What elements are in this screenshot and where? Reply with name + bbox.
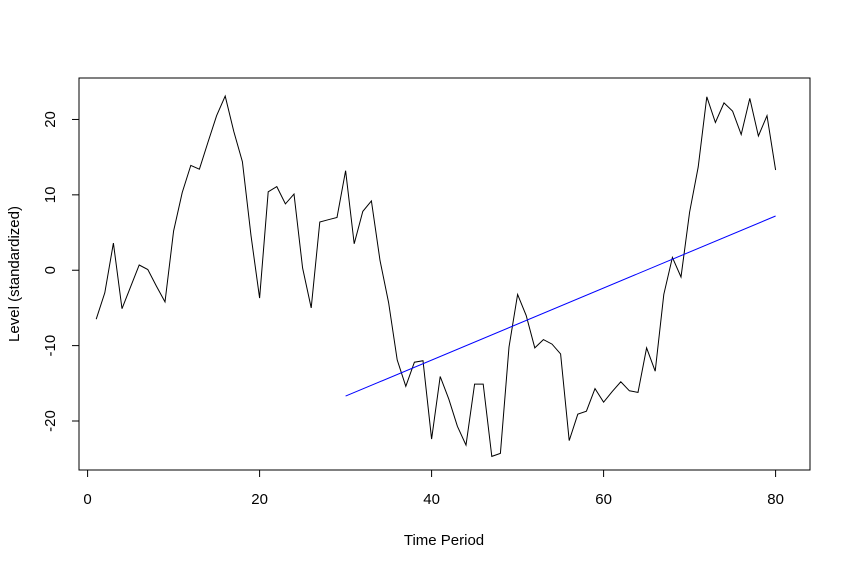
series-line-2: [345, 215, 776, 397]
plot-frame: [78, 77, 811, 471]
series-layer: [95, 94, 777, 458]
y-tick-label: 10: [42, 187, 59, 204]
x-axis: 0 20 40 60 80: [83, 469, 784, 508]
series-line-1: [95, 94, 777, 458]
y-tick-label: 20: [42, 111, 59, 128]
x-tick-label: 60: [595, 491, 612, 508]
y-tick-label: 0: [42, 266, 59, 274]
y-tick-label: -20: [42, 410, 59, 432]
y-axis-label: Level (standardized): [6, 206, 23, 342]
x-axis-label: Time Period: [404, 532, 484, 549]
y-axis: -20 -10 0 10 20: [42, 111, 80, 432]
x-tick-label: 20: [251, 491, 268, 508]
y-tick-label: -10: [42, 335, 59, 357]
x-tick-label: 80: [767, 491, 784, 508]
x-tick-label: 0: [83, 491, 91, 508]
x-tick-label: 40: [423, 491, 440, 508]
